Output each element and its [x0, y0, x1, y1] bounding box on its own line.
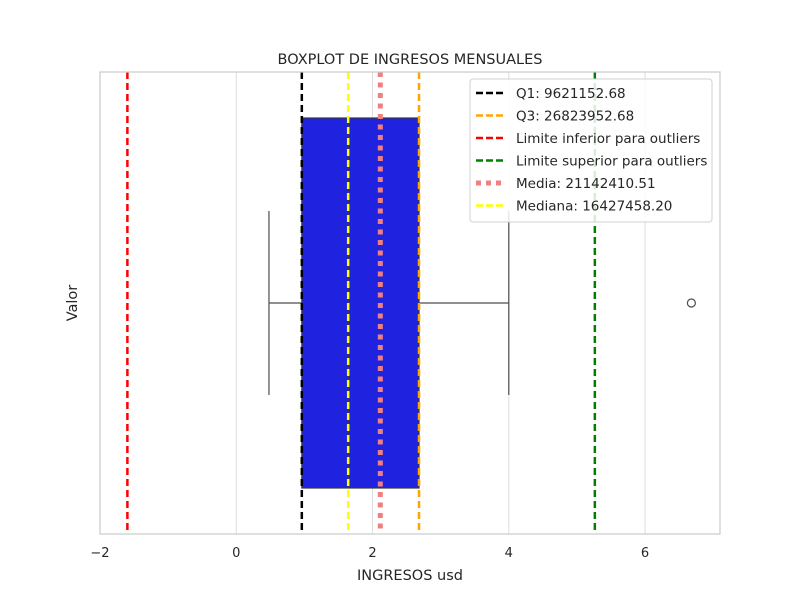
plot-frame — [99, 71, 721, 535]
overlay-lines — [300, 72, 421, 534]
x-tick-label: 4 — [505, 546, 513, 561]
legend-entry: Mediana: 16427458.20 — [516, 199, 672, 215]
box-plot — [268, 117, 696, 489]
legend-box — [469, 78, 713, 223]
x-tick-label: 6 — [641, 546, 649, 561]
x-tick-label: 0 — [232, 546, 240, 561]
x-axis-label: INGRESOS usd — [357, 568, 463, 584]
x-axis-ticks: −2 0 2 4 6 — [90, 546, 649, 561]
x-tick-label: −2 — [90, 546, 109, 561]
legend-entry: Media: 21142410.51 — [516, 176, 656, 192]
chart-title: BOXPLOT DE INGRESOS MENSUALES — [278, 52, 543, 68]
iqr-box — [301, 117, 420, 489]
legend: Q1: 9621152.68 Q3: 26823952.68 Limite infe… — [469, 78, 713, 223]
y-axis-label: Valor — [65, 285, 81, 322]
legend-entry: Q1: 9621152.68 — [516, 86, 626, 102]
legend-entry: Q3: 26823952.68 — [516, 109, 634, 125]
x-tick-label: 2 — [368, 546, 376, 561]
legend-entry: Limite superior para outliers — [516, 154, 707, 170]
outlier-point — [686, 298, 696, 308]
legend-entry: Limite inferior para outliers — [516, 131, 700, 147]
